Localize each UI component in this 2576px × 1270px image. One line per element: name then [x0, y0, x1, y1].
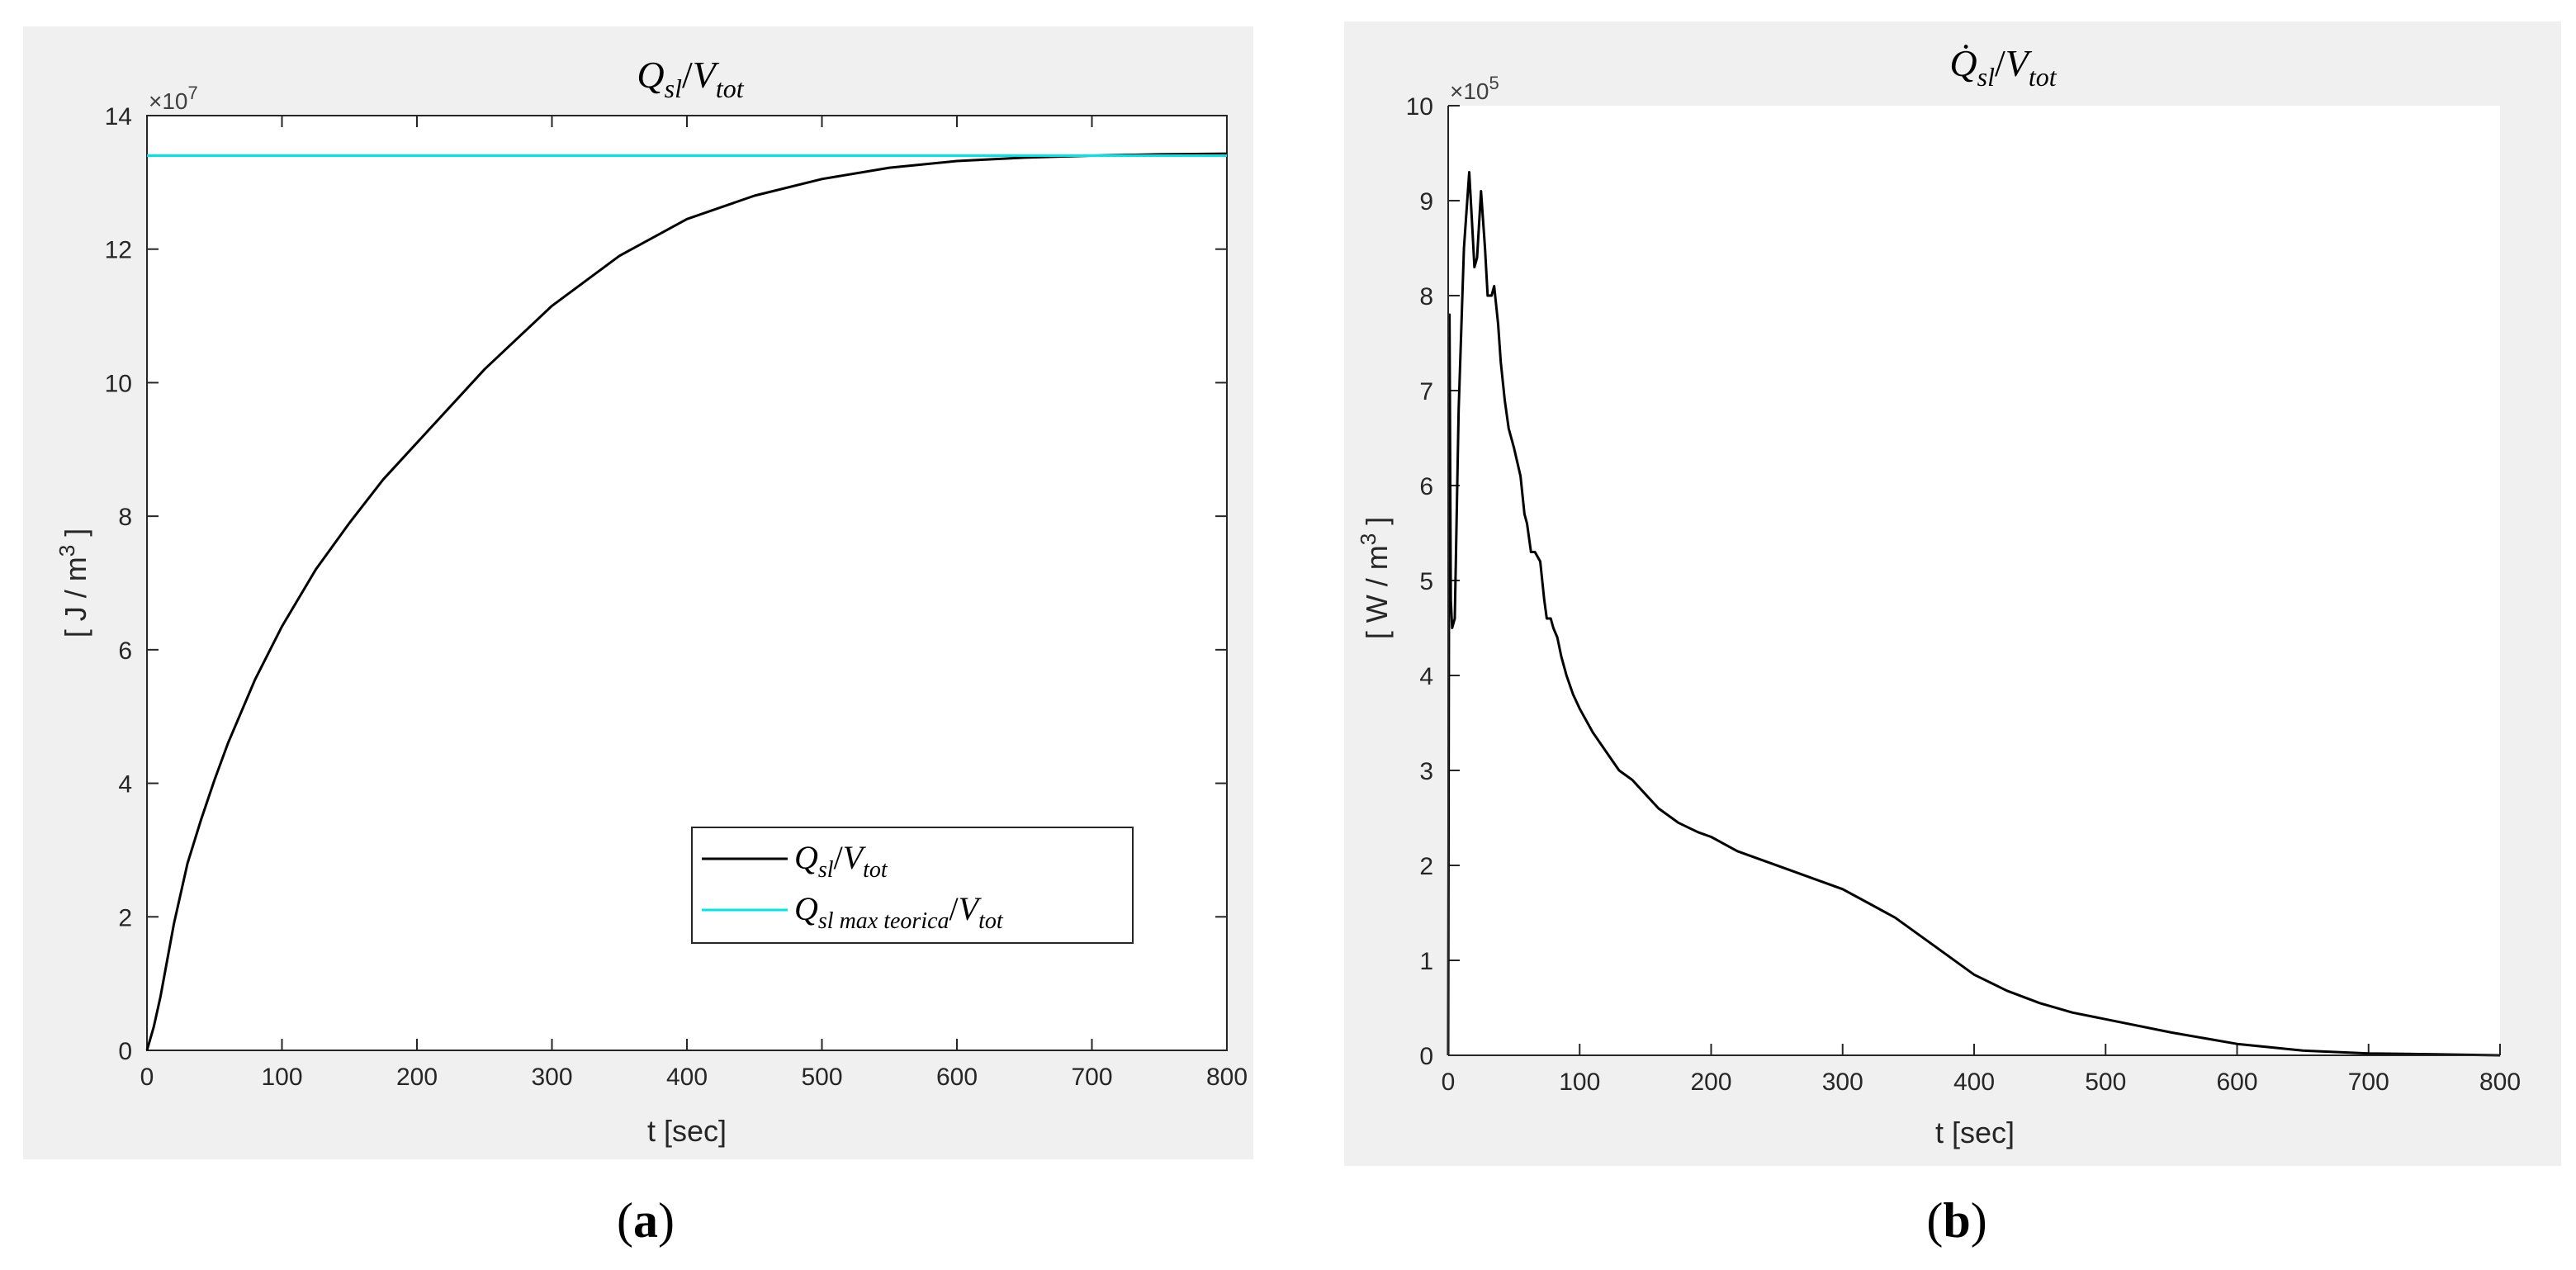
panel-b-title-sub2: tot	[2029, 62, 2057, 92]
panel-b-xtick-label: 600	[2216, 1069, 2257, 1096]
panel-a-ytick-label: 14	[105, 103, 132, 130]
panel-a-xtick-label: 600	[936, 1064, 978, 1091]
panel-a-xtick-label: 200	[396, 1064, 438, 1091]
panel-a-title-sub2: tot	[716, 73, 745, 103]
panel-a-xlabel: t [sec]	[647, 1114, 727, 1148]
panel-b-ytick-label: 1	[1419, 948, 1433, 975]
panel-a-series-line-0	[145, 152, 1228, 1051]
panel-a-ytick-label: 2	[118, 904, 132, 931]
panel-a-ytick-label: 6	[118, 637, 132, 665]
panel-b-ytick-label: 2	[1419, 853, 1433, 880]
panel-b-xtick-label: 400	[1953, 1069, 1995, 1096]
panel-b-ytick-label: 10	[1406, 93, 1433, 121]
panel-b-ticks: 0 100 200 300 400 500 600 700 800 0 1 2 3 4 5 6 7 8 9 10	[1406, 93, 2521, 1096]
panel-a-xtick-label: 100	[261, 1064, 302, 1091]
panel-a-xtick-label: 0	[140, 1064, 154, 1091]
panel-a: 0 100 200 300 400 500 600 700 800 0 2 4 6 8 10 12 14 Qsl…	[23, 26, 1253, 1248]
panel-a-ytick-label: 4	[118, 771, 132, 798]
panel-a-xtick-label: 800	[1206, 1064, 1248, 1091]
panel-b-ytick-label: 5	[1419, 568, 1433, 595]
panel-a-title-slash: /	[682, 54, 693, 96]
panel-a-ticks: 0 100 200 300 400 500 600 700 800 0 2 4 6 8 10 12 14	[105, 103, 1248, 1091]
panel-a-ytick-label: 10	[105, 370, 132, 397]
panel-b-series	[1447, 171, 2501, 1057]
panel-b-xlabel: t [sec]	[1935, 1116, 2015, 1149]
panel-b-ytick-label: 4	[1419, 663, 1433, 690]
panel-a-series	[145, 152, 1228, 1051]
panel-b-title-sub: sl	[1977, 62, 1995, 92]
panel-b: 0 100 200 300 400 500 600 700 800 0 1 2 3 4 5 6 7 8 9 10 Q̇…	[1344, 21, 2561, 1248]
panel-b-ytick-label: 0	[1419, 1043, 1433, 1070]
panel-b-xtick-label: 300	[1822, 1069, 1863, 1096]
panel-b-xtick-label: 0	[1442, 1069, 1456, 1096]
panel-b-plot-area	[1448, 106, 2500, 1055]
panel-a-title-v: V	[693, 54, 720, 96]
panel-a-title: Qsl/Vtot	[637, 54, 744, 103]
panel-b-xtick-label: 500	[2085, 1069, 2126, 1096]
panel-b-ytick-label: 9	[1419, 188, 1433, 216]
panel-b-xtick-label: 800	[2479, 1069, 2521, 1096]
panel-b-title: Q̇sl/Vtot	[1949, 42, 2057, 92]
panel-b-title-slash: /	[1995, 42, 2005, 84]
panel-a-title-q: Q	[637, 54, 664, 96]
panel-b-exponent: ×105	[1450, 73, 1499, 104]
panel-b-series-line-0	[1447, 171, 2501, 1057]
legend-box	[691, 827, 1134, 944]
panel-a-ytick-label: 0	[118, 1038, 132, 1065]
panel-b-ytick-label: 8	[1419, 283, 1433, 310]
panel-b-title-v: V	[2005, 42, 2033, 84]
panel-a-xtick-label: 700	[1071, 1064, 1112, 1091]
panel-a-ylabel: [ J / m3 ]	[54, 528, 92, 637]
panel-b-xtick-label: 700	[2348, 1069, 2389, 1096]
panel-b-xtick-label: 100	[1559, 1069, 1600, 1096]
panel-a-caption: (a)	[617, 1193, 675, 1248]
panel-a-ytick-label: 12	[105, 237, 132, 264]
panel-b-ytick-label: 7	[1419, 378, 1433, 405]
panel-a-xtick-label: 300	[531, 1064, 572, 1091]
panel-b-ytick-label: 3	[1419, 758, 1433, 785]
panel-b-ytick-label: 6	[1419, 473, 1433, 500]
panel-b-xtick-label: 200	[1690, 1069, 1731, 1096]
panel-a-xtick-label: 400	[666, 1064, 708, 1091]
panel-a-ytick-label: 8	[118, 504, 132, 531]
panel-a-legend: Qsl/Vtot Qsl max teorica/Vtot	[691, 827, 1134, 944]
panel-b-title-q: Q̇	[1949, 42, 1977, 84]
panel-a-xtick-label: 500	[801, 1064, 842, 1091]
panel-b-caption: (b)	[1926, 1193, 1986, 1248]
panel-a-title-sub: sl	[665, 73, 682, 103]
